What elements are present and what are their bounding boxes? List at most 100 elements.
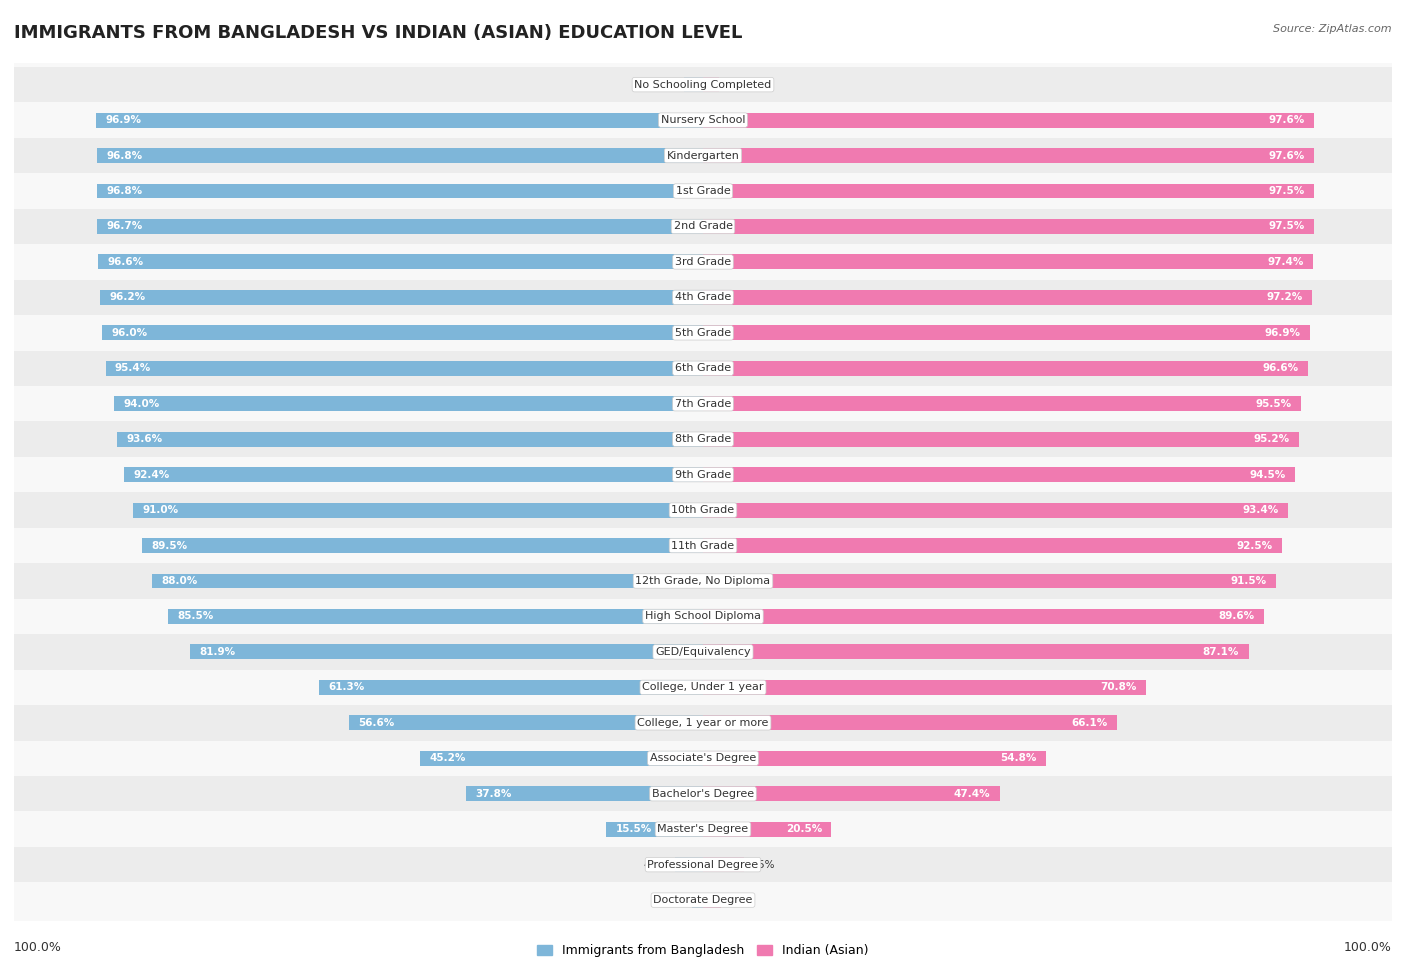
Text: 6.5%: 6.5%	[749, 860, 775, 870]
Text: College, 1 year or more: College, 1 year or more	[637, 718, 769, 727]
Text: 2nd Grade: 2nd Grade	[673, 221, 733, 231]
Bar	[420, 751, 703, 765]
Text: 7th Grade: 7th Grade	[675, 399, 731, 409]
Bar	[117, 432, 703, 447]
Text: 11th Grade: 11th Grade	[672, 540, 734, 551]
Bar	[14, 67, 1392, 102]
Bar	[703, 432, 1299, 447]
Text: 12th Grade, No Diploma: 12th Grade, No Diploma	[636, 576, 770, 586]
Text: 97.5%: 97.5%	[1268, 186, 1305, 196]
Bar	[14, 527, 1392, 564]
Text: 87.1%: 87.1%	[1202, 647, 1239, 657]
Text: 2.9%: 2.9%	[725, 895, 752, 905]
Text: GED/Equivalency: GED/Equivalency	[655, 647, 751, 657]
Bar	[703, 786, 1000, 801]
Text: 61.3%: 61.3%	[329, 682, 364, 692]
Bar	[14, 492, 1392, 527]
Text: 56.6%: 56.6%	[359, 718, 394, 727]
Bar	[14, 386, 1392, 421]
Text: 6th Grade: 6th Grade	[675, 364, 731, 373]
Bar	[14, 670, 1392, 705]
Text: 100.0%: 100.0%	[1344, 941, 1392, 954]
Bar	[683, 77, 703, 92]
Text: 95.4%: 95.4%	[115, 364, 152, 373]
Text: 97.6%: 97.6%	[1268, 150, 1305, 161]
Bar	[14, 421, 1392, 457]
Bar	[97, 219, 703, 234]
Bar	[703, 361, 1308, 375]
Bar	[134, 503, 703, 518]
Bar	[675, 857, 703, 872]
Bar	[190, 644, 703, 659]
Text: No Schooling Completed: No Schooling Completed	[634, 80, 772, 90]
Text: 92.4%: 92.4%	[134, 470, 170, 480]
Bar	[14, 776, 1392, 811]
Bar	[167, 609, 703, 624]
Text: 96.7%: 96.7%	[107, 221, 143, 231]
Bar	[703, 538, 1282, 553]
Text: 89.6%: 89.6%	[1219, 611, 1254, 621]
Text: 66.1%: 66.1%	[1071, 718, 1108, 727]
Text: 96.8%: 96.8%	[105, 150, 142, 161]
Bar	[14, 351, 1392, 386]
Bar	[14, 882, 1392, 917]
Text: Associate's Degree: Associate's Degree	[650, 754, 756, 763]
Text: 1.8%: 1.8%	[661, 895, 686, 905]
Bar	[703, 822, 831, 837]
Bar	[349, 716, 703, 730]
Bar	[97, 148, 703, 163]
Text: 96.9%: 96.9%	[105, 115, 142, 125]
Text: 4.4%: 4.4%	[644, 860, 671, 870]
Text: 88.0%: 88.0%	[162, 576, 197, 586]
Text: 97.2%: 97.2%	[1267, 292, 1302, 302]
Bar	[96, 113, 703, 128]
Bar	[97, 183, 703, 199]
Text: 96.2%: 96.2%	[110, 292, 146, 302]
Bar	[703, 183, 1313, 199]
Text: College, Under 1 year: College, Under 1 year	[643, 682, 763, 692]
Bar	[703, 893, 721, 908]
Text: 3rd Grade: 3rd Grade	[675, 257, 731, 267]
Bar	[703, 467, 1295, 482]
Bar	[703, 77, 718, 92]
Bar	[14, 280, 1392, 315]
Text: 3.1%: 3.1%	[652, 80, 679, 90]
Bar	[703, 680, 1146, 695]
Text: Source: ZipAtlas.com: Source: ZipAtlas.com	[1274, 24, 1392, 34]
Text: 93.6%: 93.6%	[127, 434, 162, 445]
Text: 97.5%: 97.5%	[1268, 221, 1305, 231]
Bar	[703, 290, 1312, 305]
Text: 9th Grade: 9th Grade	[675, 470, 731, 480]
Bar	[703, 716, 1116, 730]
Text: 4th Grade: 4th Grade	[675, 292, 731, 302]
Text: 2.5%: 2.5%	[724, 80, 751, 90]
Text: 94.5%: 94.5%	[1249, 470, 1285, 480]
Bar	[14, 457, 1392, 492]
Text: 92.5%: 92.5%	[1237, 540, 1272, 551]
Bar	[703, 503, 1288, 518]
Bar	[703, 219, 1313, 234]
Text: 20.5%: 20.5%	[786, 824, 823, 835]
Bar	[124, 467, 703, 482]
Bar	[14, 811, 1392, 847]
Text: 95.5%: 95.5%	[1256, 399, 1292, 409]
Text: 37.8%: 37.8%	[475, 789, 512, 799]
Legend: Immigrants from Bangladesh, Indian (Asian): Immigrants from Bangladesh, Indian (Asia…	[533, 939, 873, 962]
Bar	[703, 644, 1249, 659]
Text: IMMIGRANTS FROM BANGLADESH VS INDIAN (ASIAN) EDUCATION LEVEL: IMMIGRANTS FROM BANGLADESH VS INDIAN (AS…	[14, 24, 742, 42]
Text: 47.4%: 47.4%	[953, 789, 990, 799]
Bar	[319, 680, 703, 695]
Bar	[703, 113, 1315, 128]
Text: 10th Grade: 10th Grade	[672, 505, 734, 515]
Text: 96.0%: 96.0%	[111, 328, 148, 337]
Text: 1st Grade: 1st Grade	[676, 186, 730, 196]
Bar	[703, 148, 1315, 163]
Text: Bachelor's Degree: Bachelor's Degree	[652, 789, 754, 799]
Bar	[100, 290, 703, 305]
Bar	[703, 609, 1264, 624]
Text: 8th Grade: 8th Grade	[675, 434, 731, 445]
Bar	[142, 538, 703, 553]
Bar	[101, 326, 703, 340]
Text: 100.0%: 100.0%	[14, 941, 62, 954]
Bar	[14, 741, 1392, 776]
